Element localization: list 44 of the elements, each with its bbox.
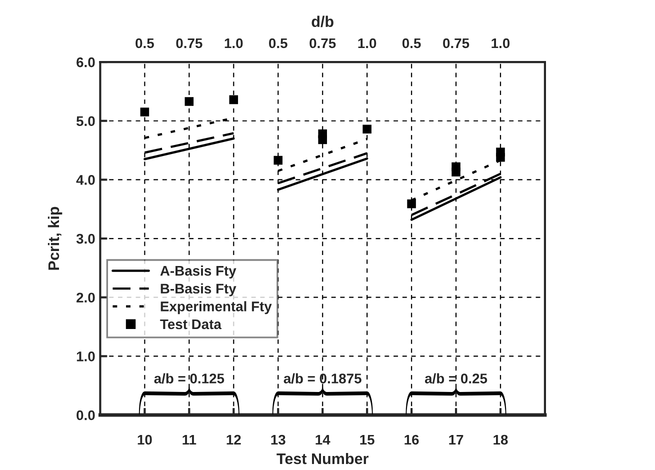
y-tick-label: 6.0 bbox=[76, 57, 95, 68]
point bbox=[362, 124, 372, 134]
legend-label: A-Basis Fty bbox=[160, 266, 236, 278]
x2-axis-title: d/b bbox=[312, 16, 334, 28]
x-tick-label: 13 bbox=[271, 434, 286, 445]
annotation: a/b = 0.25 bbox=[424, 373, 488, 384]
y-tick-label: 0.0 bbox=[76, 410, 95, 420]
text: 0.5 bbox=[136, 38, 154, 48]
y-tick-label: 3.0 bbox=[76, 234, 95, 244]
annotation: a/b = 0.125 bbox=[154, 373, 224, 384]
x-tick-label: 15 bbox=[360, 434, 374, 445]
x-tick-label: 18 bbox=[494, 434, 508, 445]
text: 0.5 bbox=[269, 38, 288, 48]
text: 1.0 bbox=[224, 38, 243, 48]
x-tick-label: 10 bbox=[138, 434, 152, 445]
legend-label: B-Basis Fty bbox=[160, 283, 236, 296]
y-tick-label: 5.0 bbox=[76, 116, 95, 126]
point bbox=[184, 97, 194, 106]
x-axis-title: Test Number bbox=[276, 452, 368, 464]
x-tick-label: 17 bbox=[449, 434, 464, 445]
y-tick-label: 2.0 bbox=[76, 292, 95, 303]
annotation: a/b = 0.1875 bbox=[284, 373, 362, 384]
point bbox=[452, 162, 460, 172]
point bbox=[140, 108, 150, 116]
x-tick-label: 12 bbox=[226, 434, 241, 445]
text: 0.75 bbox=[310, 38, 336, 48]
point bbox=[318, 129, 327, 138]
text: 1.0 bbox=[358, 38, 376, 48]
text: 0.75 bbox=[443, 38, 470, 48]
text: 1.0 bbox=[492, 38, 510, 48]
point bbox=[229, 95, 238, 104]
point bbox=[407, 199, 416, 208]
y-tick-label: 1.0 bbox=[76, 352, 95, 362]
y-axis-title: Pcrit, kip bbox=[48, 206, 62, 270]
point bbox=[274, 156, 283, 165]
x-tick-label: 14 bbox=[316, 434, 330, 445]
text: 0.75 bbox=[176, 38, 202, 48]
text: 0.5 bbox=[402, 38, 421, 48]
x-tick-label: 11 bbox=[182, 434, 196, 445]
x-tick-label: 16 bbox=[404, 434, 419, 445]
point bbox=[496, 148, 505, 156]
legend-label: Experimental Fty bbox=[160, 301, 272, 314]
y-tick-label: 4.0 bbox=[76, 175, 95, 185]
legend-label: Test Data bbox=[160, 319, 222, 330]
